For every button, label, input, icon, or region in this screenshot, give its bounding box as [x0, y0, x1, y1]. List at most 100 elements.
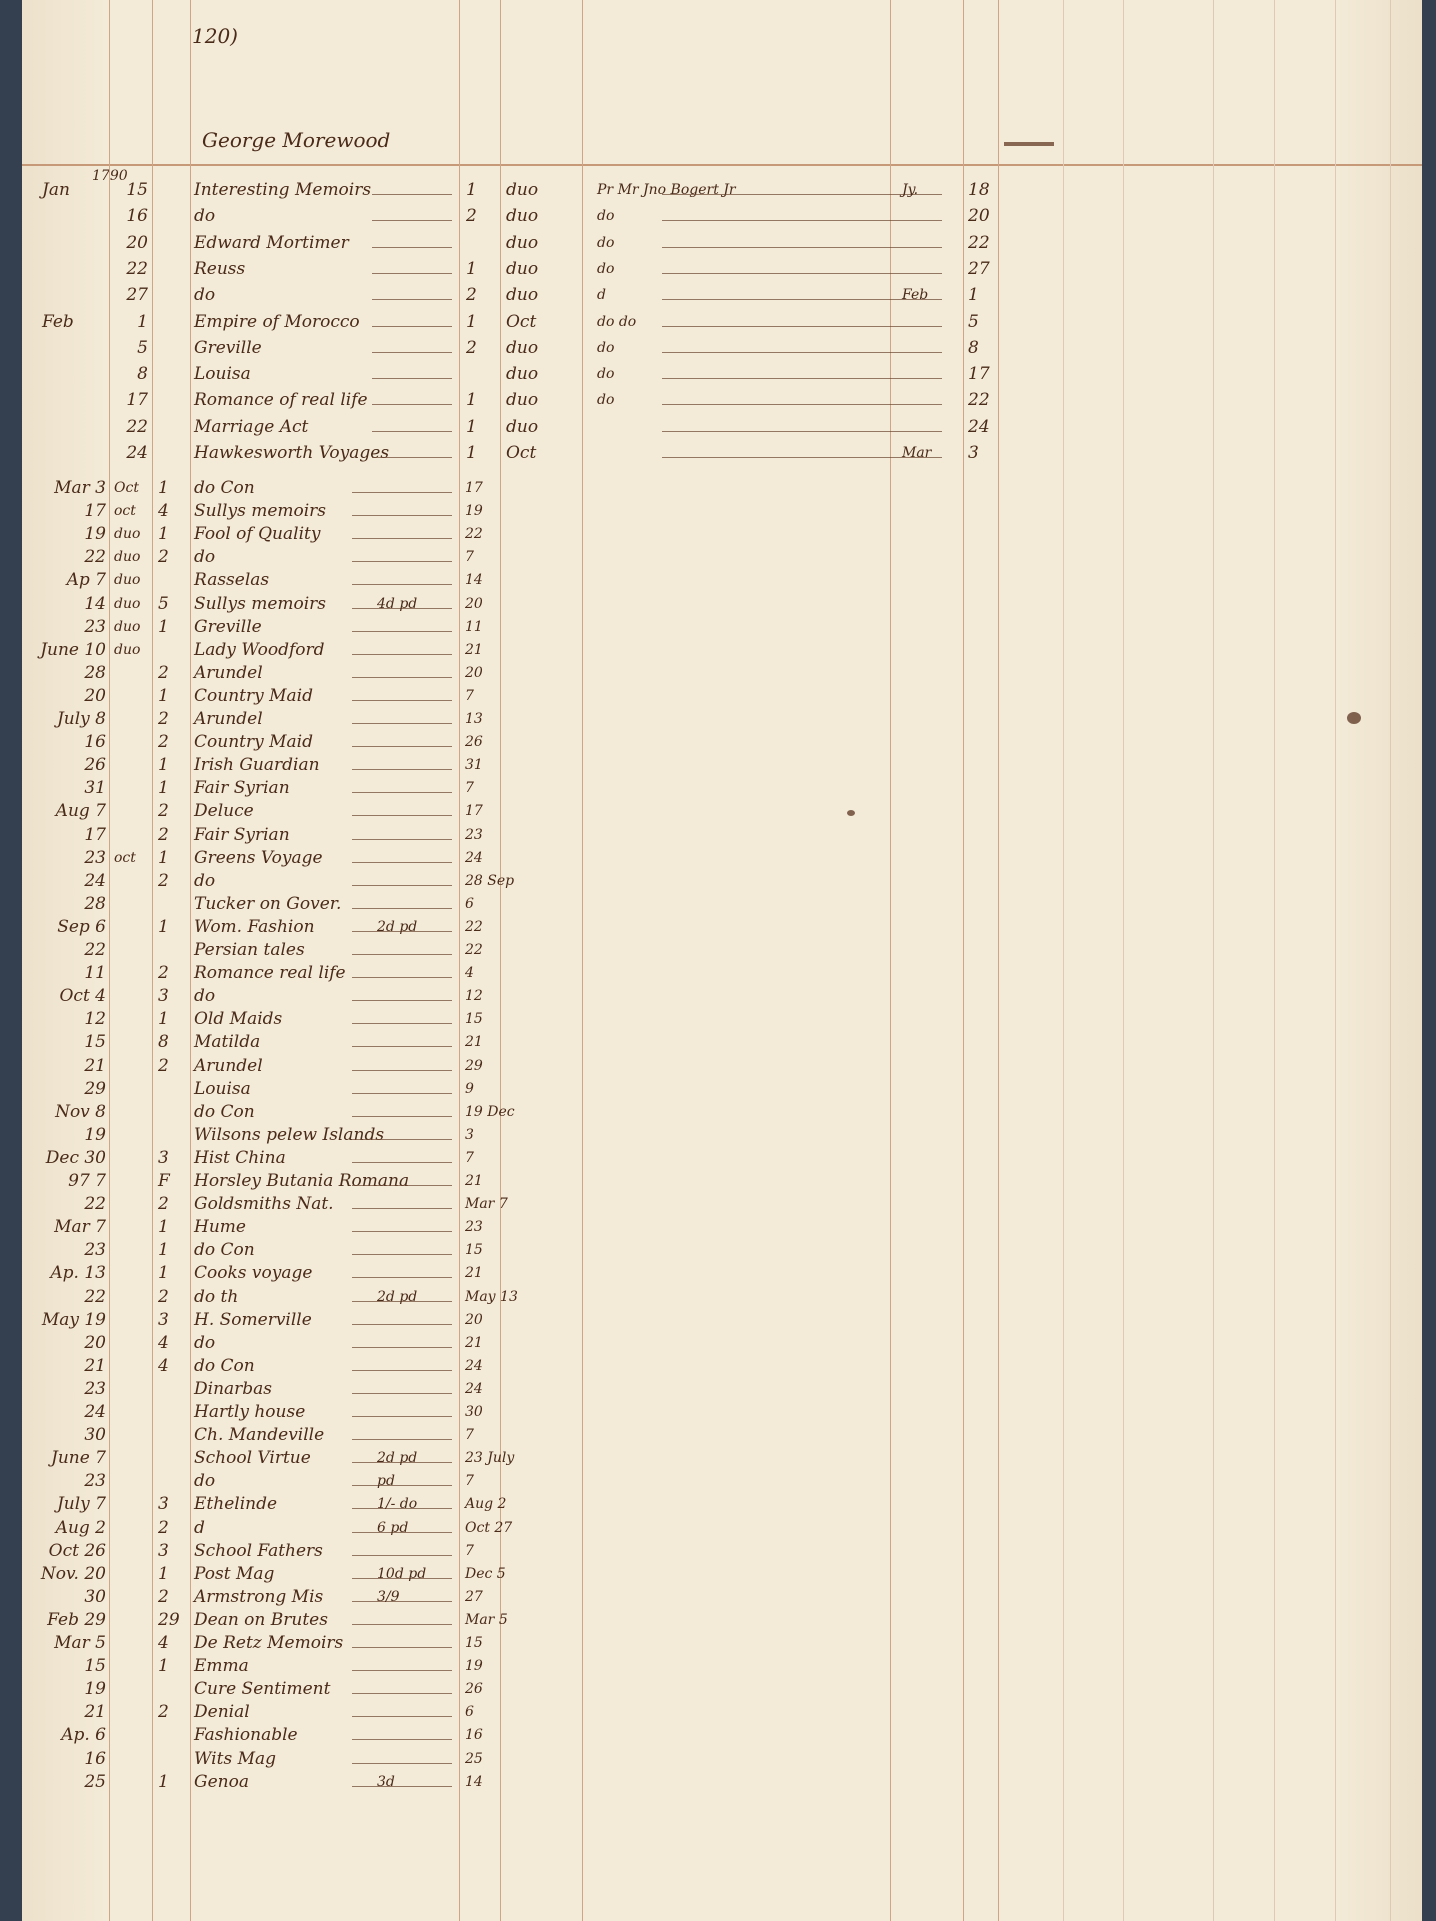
return-date: 28 Sep: [465, 872, 515, 889]
entry-title: Cooks voyage: [194, 1263, 313, 1284]
entry-volumes: 3: [158, 1540, 169, 1561]
entry-price: pd: [377, 1473, 395, 1490]
entry-date: Feb 29: [47, 1609, 106, 1630]
entry-date: 16: [84, 732, 106, 753]
entry-date: June 10: [40, 639, 106, 660]
return-date: 24: [465, 1380, 483, 1397]
entry-title: Cure Sentiment: [194, 1679, 331, 1700]
fill-dash: [352, 1577, 452, 1579]
fill-dash: [352, 699, 452, 701]
entry-volumes: 1: [158, 616, 169, 637]
return-date: 19: [465, 503, 483, 520]
entry-date: 23: [84, 847, 106, 868]
entry-date: 23: [84, 1240, 106, 1261]
entry-volumes: 1: [158, 916, 169, 937]
fill-dash: [352, 838, 452, 840]
entry-title: Ethelinde: [194, 1494, 278, 1515]
return-date: 21: [465, 1034, 483, 1051]
entry-borrower: do: [597, 339, 615, 356]
entry-price: 2d pd: [377, 918, 418, 935]
entry-day: 1: [137, 311, 148, 332]
entry-title: Goldsmiths Nat.: [194, 1194, 334, 1215]
entry-title: do: [194, 1332, 216, 1353]
entry-date: 11: [84, 963, 106, 984]
entry-format: duo: [506, 180, 539, 200]
entry-volumes: F: [158, 1171, 170, 1191]
entry-date: 23: [84, 1378, 106, 1399]
entry-title: Arundel: [194, 662, 263, 683]
entry-date: 28: [84, 662, 106, 683]
entry-title: Hume: [194, 1217, 246, 1238]
entry-date: 21: [84, 1355, 106, 1376]
return-date: 7: [465, 1542, 474, 1559]
entry-volumes: 1: [158, 1563, 169, 1584]
entry-day: 22: [126, 416, 148, 437]
entry-title: H. Somerville: [194, 1309, 312, 1330]
entry-title: Greville: [194, 337, 262, 358]
fill-dash: [352, 861, 452, 863]
entry-volumes: 1: [158, 778, 169, 799]
fill-dash: [352, 1508, 452, 1510]
return-date: 12: [465, 988, 483, 1005]
entry-price: 2d pd: [377, 1288, 418, 1305]
entry-volumes: 2: [158, 1194, 169, 1215]
entry-title: Louisa: [194, 1078, 251, 1099]
entry-volumes: 4: [158, 1633, 169, 1653]
entry-date: 19: [84, 1679, 106, 1700]
entry-title: Deluce: [194, 801, 254, 822]
fill-dash: [662, 220, 942, 222]
entry-format: duo: [114, 572, 141, 589]
entry-format: duo: [506, 232, 539, 253]
fill-dash: [352, 1254, 452, 1256]
entry-volumes: 8: [158, 1032, 169, 1053]
ink-stain: [1347, 712, 1361, 724]
fill-dash: [352, 630, 452, 632]
fill-dash: [662, 325, 942, 327]
fill-dash: [352, 1739, 452, 1741]
entry-format: duo: [114, 618, 141, 635]
fill-dash: [662, 351, 942, 353]
entry-date: Dec 30: [45, 1147, 106, 1168]
entry-day: 24: [126, 443, 148, 463]
entry-date: 29: [84, 1078, 106, 1099]
entry-title: do: [194, 206, 216, 227]
entry-borrower: do: [597, 234, 615, 251]
ledger-page: 120) George Morewood 1790 Jan15Interesti…: [22, 0, 1422, 1921]
entry-format: oct: [114, 503, 136, 520]
return-day: 3: [968, 443, 979, 463]
entry-volumes: 1: [158, 1771, 169, 1792]
entry-volumes: 2: [158, 709, 169, 729]
entry-volumes: 2: [158, 824, 169, 845]
entry-format: duo: [114, 595, 141, 612]
fill-dash: [352, 1185, 452, 1186]
entry-title: Emma: [194, 1656, 249, 1677]
entry-date: 14: [84, 593, 106, 614]
entry-date: May 19: [41, 1309, 106, 1330]
entry-date: Oct 26: [48, 1540, 106, 1561]
entry-date: Ap. 6: [61, 1725, 106, 1746]
fill-dash: [352, 1600, 452, 1602]
entry-title: Reuss: [194, 258, 246, 279]
entry-date: 22: [84, 1194, 106, 1215]
ink-stain: [847, 810, 855, 816]
entry-borrower: do do: [597, 313, 637, 330]
fill-dash: [352, 1161, 452, 1163]
entry-format: duo: [506, 285, 539, 306]
entry-month: Feb: [42, 311, 74, 332]
entry-title: do: [194, 870, 216, 891]
fill-dash: [372, 220, 452, 222]
return-day: 17: [968, 364, 990, 385]
entry-volumes: 1: [158, 1240, 169, 1261]
entry-volumes: 2: [158, 1055, 169, 1076]
column-rule: [190, 0, 191, 1921]
entry-date: 21: [84, 1055, 106, 1076]
column-rule: [1123, 0, 1124, 1921]
entry-title: Armstrong Mis: [194, 1586, 324, 1607]
return-date: 21: [465, 1265, 483, 1282]
return-date: 15: [465, 1635, 483, 1651]
entry-title: Arundel: [194, 709, 263, 729]
entry-volumes: 2: [158, 1702, 169, 1723]
entry-date: Ap. 13: [50, 1263, 106, 1284]
entry-date: 23: [84, 1471, 106, 1492]
entry-date: 17: [84, 501, 106, 522]
